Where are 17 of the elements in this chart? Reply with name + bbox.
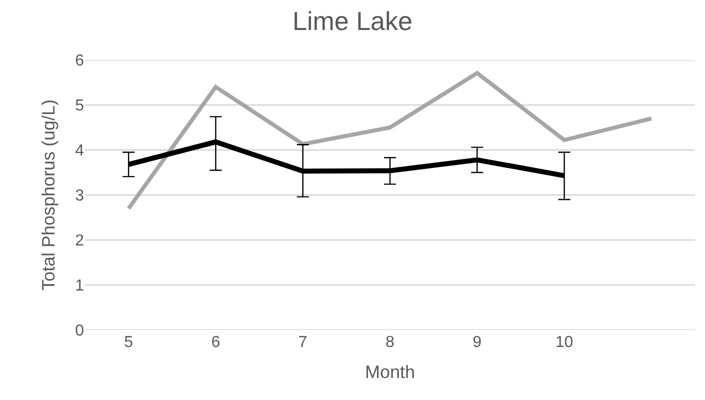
y-tick-label: 0: [75, 322, 84, 340]
y-tick-label: 6: [75, 52, 84, 70]
x-tick-label: 9: [472, 334, 482, 351]
x-tick-label: 7: [298, 334, 308, 351]
x-axis-title: Month: [364, 362, 416, 382]
y-tick-label: 4: [75, 142, 84, 160]
line-series: [126, 71, 654, 210]
chart-title: Lime Lake: [292, 6, 412, 36]
x-tick-label: 8: [386, 334, 395, 351]
x-tick-label: 5: [124, 334, 134, 351]
x-tick-label: 10: [555, 334, 574, 351]
y-tick-label: 1: [75, 278, 84, 295]
y-tick-label: 2: [75, 232, 84, 250]
y-tick-label: 5: [75, 98, 84, 115]
y-axis-title: Total Phosphorus (ug/L): [38, 99, 58, 291]
y-tick-label: 3: [75, 188, 84, 205]
x-tick-label: 6: [211, 334, 220, 351]
